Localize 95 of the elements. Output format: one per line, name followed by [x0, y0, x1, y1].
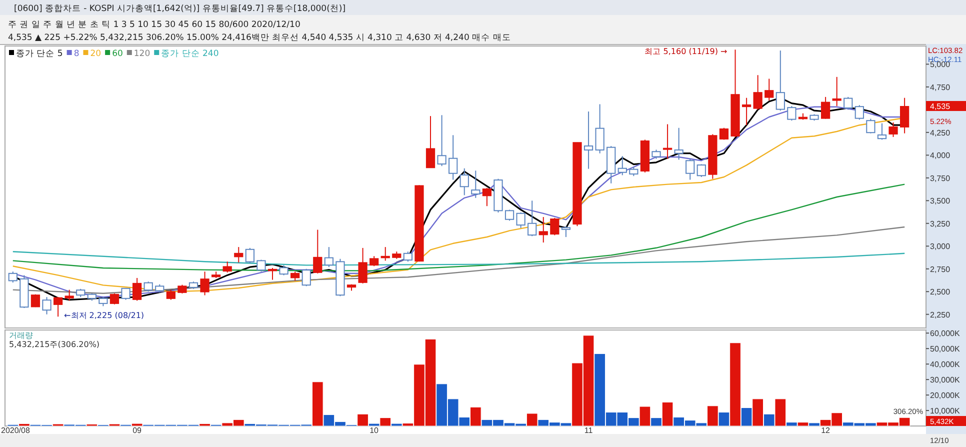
candlestick: [268, 267, 278, 280]
y-tick-label: 50,000K: [930, 344, 960, 354]
annotation: 최고 5,160 (11/19) →: [644, 47, 728, 56]
candlestick: [53, 296, 63, 318]
candlestick: [234, 246, 244, 264]
y-tick-label: 10,000K: [930, 406, 960, 416]
y-tick-label: 3,000: [930, 242, 951, 252]
line-series: [12, 251, 906, 266]
candlestick: [302, 268, 311, 287]
x-tick-label: 10: [370, 426, 380, 435]
candlestick: [854, 104, 864, 120]
candlestick: [820, 96, 830, 120]
candlestick: [787, 106, 796, 122]
candlestick: [110, 292, 120, 305]
x-tick-label: 12: [821, 426, 831, 435]
candlestick: [866, 118, 876, 134]
candlestick: [380, 246, 390, 262]
candlestick: [528, 200, 537, 237]
x-tick-label: 2020/08: [1, 426, 30, 435]
candlestick: [132, 277, 142, 302]
candlestick: [888, 122, 898, 138]
text: 주 권 일 주 월 년 분 초 틱 1 3 5 10 15 30 45 60 15 80/600 2020/12/10: [8, 20, 300, 30]
chart-title: 거래량: [9, 331, 33, 340]
y-tick-label: 4,000: [930, 151, 951, 160]
candlestick: [595, 104, 604, 154]
candlestick: [460, 168, 469, 196]
candlestick: [245, 247, 254, 264]
y-tick-label: 3,500: [930, 196, 951, 206]
y-tick-label: 3,750: [930, 174, 951, 183]
y-tick-label: 4,750: [930, 82, 951, 92]
candlestick: [696, 164, 706, 178]
candlestick: [877, 122, 887, 140]
legend-label: 8: [74, 49, 80, 59]
candlestick: [222, 261, 232, 274]
y-tick-label: 2,250: [930, 310, 951, 320]
candlestick: [900, 97, 910, 134]
candlestick: [776, 50, 785, 112]
candlestick: [844, 96, 853, 110]
candlestick: [166, 289, 176, 300]
candlestick: [584, 110, 594, 170]
x-tick-label: 09: [132, 426, 142, 435]
candlestick: [686, 158, 695, 180]
candlestick: [550, 217, 560, 236]
candlestick: [370, 256, 379, 267]
y-tick-label: 30,000K: [930, 376, 960, 385]
candlestick: [358, 247, 368, 284]
y-tick-label: 2,500: [930, 288, 951, 297]
y-tick-label: 3,250: [930, 219, 951, 228]
candlestick: [482, 187, 492, 207]
candlestick: [832, 76, 842, 107]
y-tick-label: 2,750: [930, 264, 951, 274]
candlestick: [403, 251, 412, 262]
candlestick: [538, 216, 548, 243]
annotation: ←최저 2,225 (08/21): [64, 311, 144, 320]
candlestick: [662, 124, 672, 160]
candlestick: [426, 116, 436, 168]
line-series: [12, 226, 906, 294]
candlestick: [290, 271, 300, 282]
candlestick: [629, 166, 638, 177]
x-tick-label: 11: [584, 426, 594, 435]
y-tick-label: 40,000K: [930, 360, 960, 370]
candlestick: [652, 149, 661, 160]
legend-label: 60: [112, 49, 123, 59]
candlestick: [42, 296, 52, 315]
candlestick: [561, 226, 571, 238]
candlestick: [437, 114, 446, 167]
candlestick: [753, 74, 762, 110]
legend-label: 120: [134, 49, 150, 59]
candlestick: [324, 246, 334, 268]
candlestick: [742, 97, 752, 126]
candlestick: [448, 134, 458, 180]
candlestick: [200, 271, 210, 296]
legend-label: 20: [90, 49, 102, 59]
chart-title: [0600] 종합차트 - KOSPI 시가총액[1,642(억)] 유통비율[49.7] 유통수[18,000(천)]: [14, 4, 346, 14]
candlestick: [504, 209, 514, 222]
candlestick: [279, 264, 288, 276]
candlestick: [64, 289, 74, 302]
line-series: [12, 184, 906, 272]
legend-label: 종가 단순 240: [161, 49, 219, 59]
y-tick-label: 4,250: [930, 128, 951, 138]
text: 5,432,215주(306.20%): [9, 340, 100, 349]
candlestick: [144, 281, 153, 292]
text: 4,535 ▲ 225 +5.22% 5,432,215 306.20% 15.00% 24,416백만 최우선 4,540 4,535 시 4,310 고 4,630 저 4,240 매수 매도: [8, 33, 511, 43]
candlestick: [313, 229, 322, 274]
candlestick: [618, 156, 627, 176]
text: 4,535: [930, 102, 951, 111]
candlestick: [516, 212, 526, 228]
candlestick: [471, 170, 480, 198]
candlestick: [674, 127, 684, 160]
y-tick-label: 60,000K: [930, 329, 960, 338]
legend-label: 종가 단순 5: [16, 49, 63, 59]
candlestick: [8, 271, 18, 284]
candlestick: [98, 296, 108, 307]
candlestick: [764, 78, 774, 102]
y-tick-label: 20,000K: [930, 391, 960, 400]
